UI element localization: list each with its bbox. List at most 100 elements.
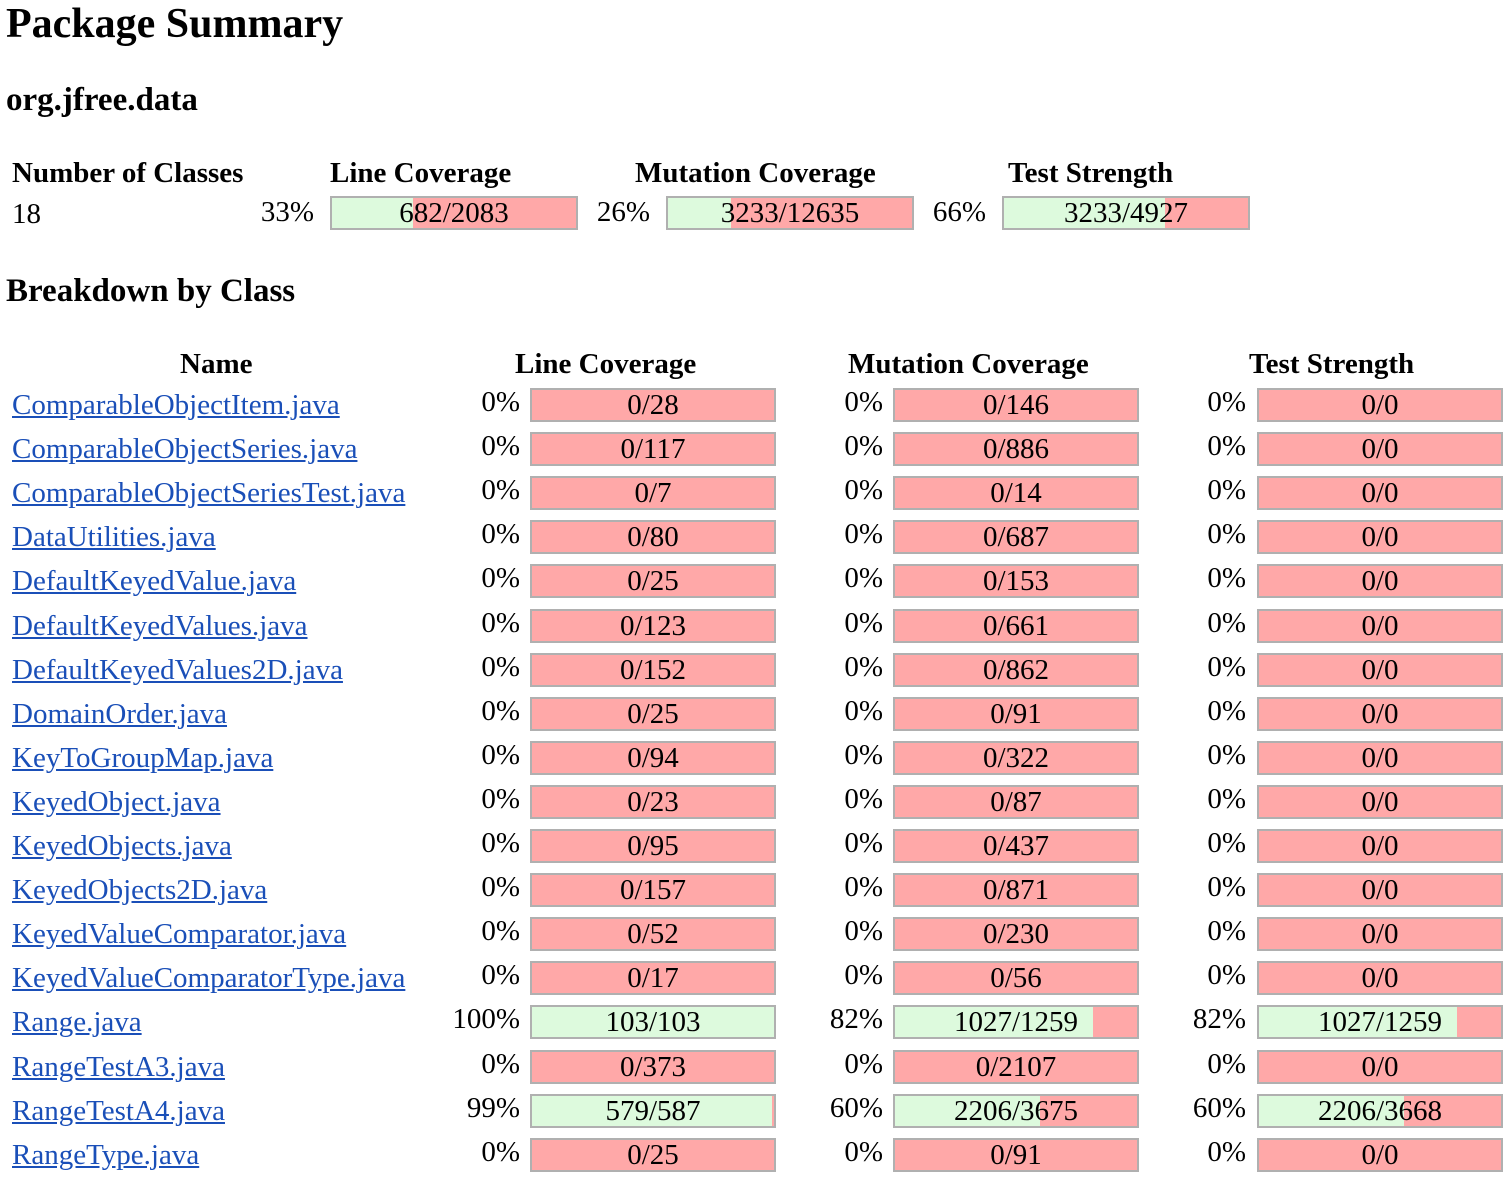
line-coverage-bar: 0/25 (530, 1138, 776, 1172)
mutation-coverage-label: 0/2107 (975, 1051, 1057, 1083)
mutation-coverage-bar: 1027/1259 (893, 1005, 1139, 1039)
mutation-coverage-bar: 0/56 (893, 961, 1139, 995)
strength-coverage-bar: 2206/3668 (1257, 1094, 1503, 1128)
line-coverage-bar: 0/94 (530, 741, 776, 775)
line-coverage-label: 0/373 (619, 1051, 687, 1083)
table-header-line: Line Coverage (515, 348, 697, 380)
class-link[interactable]: DefaultKeyedValues2D.java (12, 654, 343, 686)
strength-coverage-label: 2206/3668 (1317, 1095, 1443, 1127)
class-link[interactable]: RangeTestA4.java (12, 1095, 225, 1127)
strength-coverage-pct: 0% (1207, 386, 1246, 418)
summary-mutation-pct: 26% (596, 196, 650, 228)
summary-line-pct: 33% (260, 196, 314, 228)
mutation-coverage-pct: 0% (844, 518, 883, 550)
table-header-strength: Test Strength (1249, 348, 1415, 380)
class-link[interactable]: KeyedObjects2D.java (12, 874, 268, 906)
strength-coverage-bar: 0/0 (1257, 961, 1503, 995)
line-coverage-pct: 0% (481, 739, 520, 771)
coverage-fill (895, 1096, 1041, 1126)
strength-coverage-bar: 0/0 (1257, 653, 1503, 687)
class-link[interactable]: DomainOrder.java (12, 698, 228, 730)
line-coverage-label: 0/94 (627, 742, 679, 774)
strength-coverage-label: 0/0 (1361, 477, 1399, 509)
strength-coverage-label: 0/0 (1361, 1139, 1399, 1171)
class-link[interactable]: DataUtilities.java (12, 521, 216, 553)
strength-coverage-label: 0/0 (1361, 962, 1399, 994)
line-coverage-bar: 103/103 (530, 1005, 776, 1039)
class-link[interactable]: KeyedValueComparator.java (12, 918, 347, 950)
line-coverage-label: 0/157 (619, 874, 687, 906)
strength-coverage-bar: 0/0 (1257, 741, 1503, 775)
coverage-fill (895, 1007, 1094, 1037)
mutation-coverage-pct: 0% (844, 651, 883, 683)
mutation-coverage-bar: 0/661 (893, 609, 1139, 643)
strength-coverage-pct: 0% (1207, 871, 1246, 903)
mutation-coverage-bar: 0/886 (893, 432, 1139, 466)
line-coverage-label: 0/25 (627, 698, 679, 730)
class-link[interactable]: KeyToGroupMap.java (12, 742, 274, 774)
class-link[interactable]: Range.java (12, 1006, 142, 1038)
strength-coverage-label: 0/0 (1361, 433, 1399, 465)
strength-coverage-bar: 0/0 (1257, 873, 1503, 907)
class-link[interactable]: DefaultKeyedValue.java (12, 565, 297, 597)
line-coverage-bar: 0/7 (530, 476, 776, 510)
line-coverage-pct: 0% (481, 474, 520, 506)
page-title: Package Summary (6, 1, 344, 47)
mutation-coverage-pct: 0% (844, 739, 883, 771)
mutation-coverage-pct: 0% (844, 915, 883, 947)
line-coverage-pct: 0% (481, 518, 520, 550)
mutation-coverage-label: 0/437 (982, 830, 1050, 862)
mutation-coverage-bar: 0/230 (893, 917, 1139, 951)
line-coverage-bar: 0/117 (530, 432, 776, 466)
coverage-fill (1259, 1007, 1458, 1037)
mutation-coverage-bar: 0/322 (893, 741, 1139, 775)
line-coverage-pct: 0% (481, 1136, 520, 1168)
strength-coverage-pct: 0% (1207, 783, 1246, 815)
strength-coverage-pct: 60% (1192, 1092, 1246, 1124)
coverage-fill (532, 1007, 774, 1037)
mutation-coverage-bar: 0/87 (893, 785, 1139, 819)
line-coverage-bar: 0/23 (530, 785, 776, 819)
mutation-coverage-bar: 0/862 (893, 653, 1139, 687)
class-link[interactable]: RangeType.java (12, 1139, 200, 1171)
strength-coverage-bar: 0/0 (1257, 432, 1503, 466)
mutation-coverage-bar: 0/91 (893, 1138, 1139, 1172)
class-link[interactable]: KeyedValueComparatorType.java (12, 962, 406, 994)
class-link[interactable]: DefaultKeyedValues.java (12, 610, 308, 642)
line-coverage-label: 0/17 (627, 962, 679, 994)
line-coverage-pct: 0% (481, 827, 520, 859)
class-link[interactable]: ComparableObjectItem.java (12, 389, 340, 421)
line-coverage-label: 0/7 (634, 477, 672, 509)
line-coverage-label: 0/117 (620, 433, 686, 465)
strength-coverage-bar: 0/0 (1257, 1050, 1503, 1084)
line-coverage-bar: 0/28 (530, 388, 776, 422)
class-link[interactable]: RangeTestA3.java (12, 1051, 225, 1083)
line-coverage-pct: 0% (481, 695, 520, 727)
line-coverage-label: 579/587 (605, 1095, 701, 1127)
strength-coverage-bar: 0/0 (1257, 476, 1503, 510)
mutation-coverage-label: 2206/3675 (953, 1095, 1079, 1127)
coverage-fill (532, 1096, 772, 1126)
strength-coverage-pct: 0% (1207, 739, 1246, 771)
line-coverage-bar: 0/17 (530, 961, 776, 995)
mutation-coverage-label: 0/14 (990, 477, 1042, 509)
mutation-coverage-label: 0/87 (990, 786, 1042, 818)
strength-coverage-bar: 0/0 (1257, 829, 1503, 863)
summary-mutation-bar: 3233/12635 (666, 196, 914, 230)
mutation-coverage-pct: 0% (844, 430, 883, 462)
strength-coverage-pct: 0% (1207, 430, 1246, 462)
strength-coverage-label: 0/0 (1361, 654, 1399, 686)
line-coverage-label: 0/25 (627, 565, 679, 597)
mutation-coverage-label: 0/56 (990, 962, 1042, 994)
strength-coverage-pct: 0% (1207, 651, 1246, 683)
class-link[interactable]: KeyedObjects.java (12, 830, 232, 862)
line-coverage-pct: 0% (481, 562, 520, 594)
line-coverage-bar: 0/52 (530, 917, 776, 951)
class-link[interactable]: KeyedObject.java (12, 786, 221, 818)
mutation-coverage-label: 0/230 (982, 918, 1050, 950)
line-coverage-label: 103/103 (605, 1006, 701, 1038)
class-link[interactable]: ComparableObjectSeries.java (12, 433, 358, 465)
class-link[interactable]: ComparableObjectSeriesTest.java (12, 477, 406, 509)
strength-coverage-label: 0/0 (1361, 742, 1399, 774)
